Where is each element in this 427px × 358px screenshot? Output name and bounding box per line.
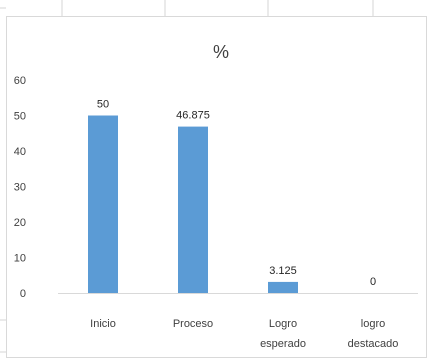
y-tick-label: 20 bbox=[14, 217, 26, 229]
bar[interactable] bbox=[268, 281, 298, 293]
y-tick-label: 40 bbox=[14, 146, 26, 158]
category-label: logro bbox=[361, 318, 385, 330]
category-label: Proceso bbox=[173, 318, 213, 330]
bar[interactable] bbox=[178, 126, 208, 293]
y-tick-label: 60 bbox=[14, 75, 26, 87]
category-label: Logro bbox=[269, 318, 297, 330]
data-label: 50 bbox=[97, 99, 109, 111]
x-axis: Inicio Proceso Logro esperado logro destacado bbox=[90, 318, 398, 350]
data-label: 3.125 bbox=[269, 265, 297, 277]
y-axis: 60 50 40 30 20 10 0 bbox=[14, 75, 26, 300]
data-label: 0 bbox=[370, 276, 376, 288]
bar[interactable] bbox=[88, 115, 118, 294]
category-label: Inicio bbox=[90, 318, 116, 330]
y-tick-label: 30 bbox=[14, 182, 26, 194]
y-tick-label: 0 bbox=[20, 288, 26, 300]
chart-title: % bbox=[213, 42, 229, 62]
y-tick-label: 10 bbox=[14, 253, 26, 265]
chart-area[interactable] bbox=[6, 16, 427, 358]
category-label: destacado bbox=[348, 338, 399, 350]
y-tick-label: 50 bbox=[14, 111, 26, 123]
bar-series bbox=[88, 115, 298, 294]
sheet-grid bbox=[0, 0, 374, 353]
data-label: 46.875 bbox=[176, 110, 210, 122]
category-label: esperado bbox=[260, 338, 306, 350]
data-labels: 50 46.875 3.125 0 bbox=[97, 99, 376, 289]
